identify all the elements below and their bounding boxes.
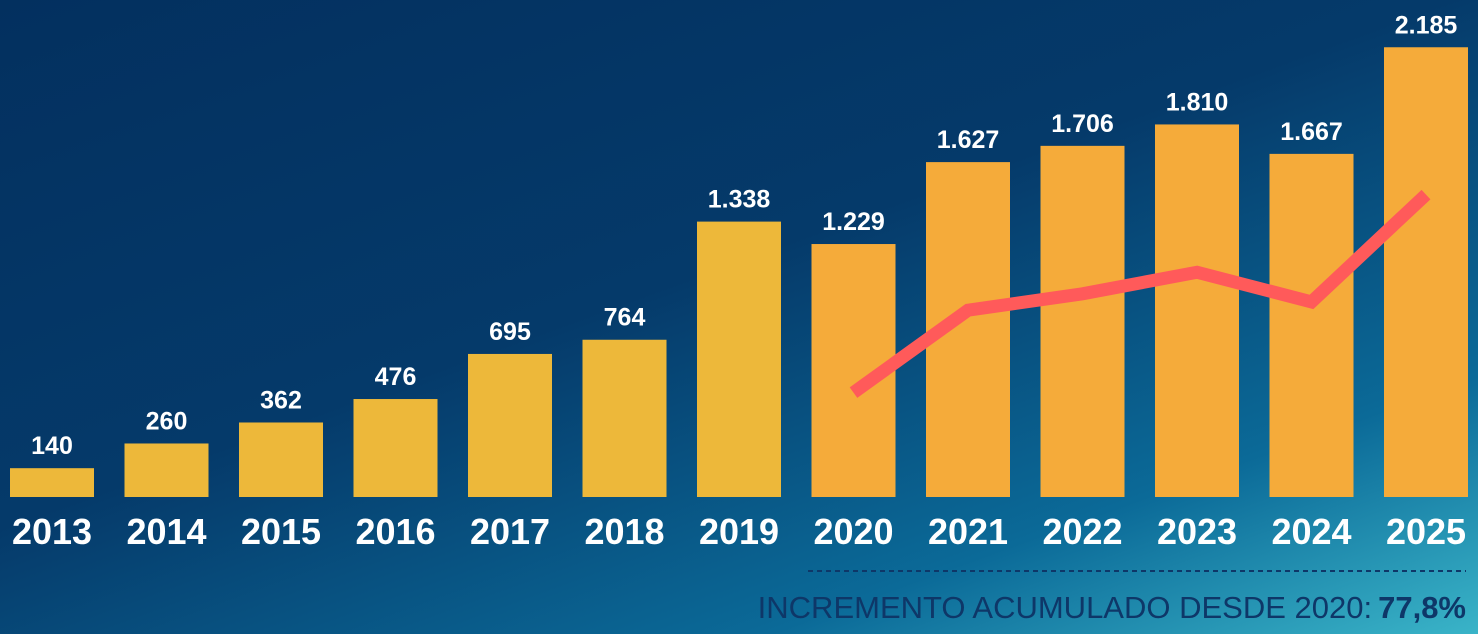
value-label: 695 [489,318,531,346]
x-tick-label: 2025 [1386,511,1466,552]
value-label: 140 [31,432,73,460]
annotation-value: 77,8% [1378,590,1466,625]
bar [1269,153,1354,497]
x-tick-label: 2013 [12,511,92,552]
bar [1384,47,1468,498]
value-label: 1.627 [937,126,1000,154]
annotation: INCREMENTO ACUMULADO DESDE 2020: 77,8% [758,590,1466,625]
value-label: 764 [604,304,646,332]
x-tick-label: 2015 [241,511,321,552]
value-label: 260 [146,407,188,435]
x-tick-label: 2018 [584,511,664,552]
bar [697,221,781,497]
value-label: 1.229 [822,208,885,236]
bar [582,339,667,497]
x-tick-label: 2021 [928,511,1008,552]
x-tick-label: 2014 [126,511,206,552]
value-label: 1.706 [1051,110,1114,138]
x-tick-label: 2020 [813,511,893,552]
value-label: 362 [260,386,302,414]
bar [124,443,209,497]
annotation-text: INCREMENTO ACUMULADO DESDE 2020: [758,590,1372,625]
value-label: 1.338 [708,186,771,214]
x-tick-label: 2024 [1271,511,1351,552]
bar [468,353,552,497]
x-tick-label: 2023 [1157,511,1237,552]
x-tick-label: 2017 [470,511,550,552]
x-tick-label: 2019 [699,511,779,552]
value-label: 476 [375,363,417,391]
x-tick-label: 2022 [1042,511,1122,552]
bar [239,422,323,497]
bar [1155,124,1239,498]
x-tick-label: 2016 [355,511,435,552]
value-label: 2.185 [1395,11,1458,39]
bar [353,399,438,497]
bar [1040,145,1125,497]
trend-line [849,189,1431,398]
value-label: 1.667 [1280,118,1343,146]
value-label: 1.810 [1166,88,1229,116]
bar [10,468,94,497]
